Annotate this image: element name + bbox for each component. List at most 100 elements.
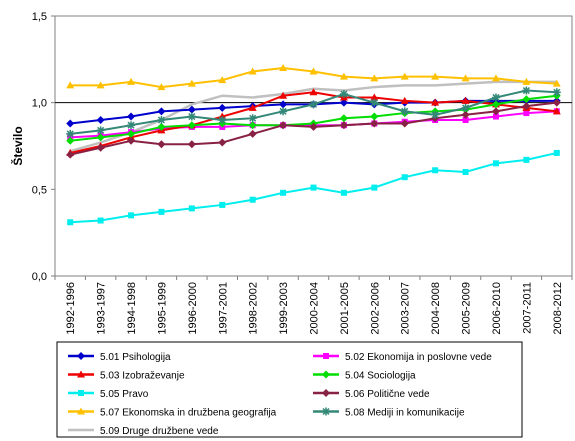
- x-tick-label: 2007-2011: [521, 282, 533, 334]
- legend-label: 5.05 Pravo: [100, 389, 149, 400]
- data-point: [279, 64, 288, 71]
- data-point: [523, 156, 530, 163]
- x-tick-label: 2004-2008: [430, 282, 442, 335]
- data-point: [66, 81, 75, 89]
- data-point: [158, 208, 165, 215]
- data-point: [553, 149, 560, 156]
- data-point: [157, 107, 166, 116]
- data-point: [339, 98, 348, 107]
- x-tick-label: 2002-2006: [369, 282, 381, 335]
- data-point: [400, 72, 409, 80]
- x-tick-label: 2003-2007: [400, 282, 412, 335]
- data-point: [218, 138, 227, 147]
- x-tick-label: 2001-2005: [339, 282, 351, 335]
- data-point: [432, 167, 439, 174]
- data-point: [96, 81, 105, 89]
- data-point: [127, 112, 136, 121]
- data-point: [461, 103, 470, 112]
- legend-label: 5.06 Politične vede: [345, 389, 430, 400]
- data-point: [461, 96, 470, 104]
- x-axis-ticks: 1992-1996 1993-1997 1994-1998 1995-1999 1996…: [54, 276, 573, 335]
- data-point: [431, 72, 440, 80]
- legend-item: 5.05 Pravo: [68, 389, 149, 400]
- data-point: [157, 83, 166, 91]
- data-point: [492, 160, 499, 167]
- data-point: [491, 74, 500, 82]
- data-point: [323, 353, 329, 359]
- data-point: [309, 88, 318, 96]
- data-point: [462, 169, 469, 175]
- data-point: [523, 110, 530, 117]
- data-point: [248, 114, 257, 123]
- data-point: [77, 352, 85, 360]
- data-point: [157, 122, 166, 131]
- data-point: [522, 86, 531, 95]
- data-point: [96, 116, 105, 124]
- data-point: [96, 126, 105, 135]
- data-point: [309, 67, 318, 75]
- data-point: [310, 184, 317, 191]
- data-point: [401, 174, 408, 181]
- series-group: [66, 64, 561, 226]
- data-point: [187, 140, 196, 149]
- data-point: [461, 110, 470, 119]
- data-point: [248, 67, 257, 75]
- data-point: [552, 98, 561, 107]
- data-point: [127, 129, 136, 138]
- legend-item: 5.02 Ekonomija in poslovne vede: [313, 352, 492, 363]
- data-point: [309, 100, 318, 109]
- data-point: [127, 77, 136, 85]
- legend-label: 5.08 Mediji in komunikacije: [345, 408, 465, 419]
- data-point: [552, 107, 561, 115]
- data-point: [370, 98, 379, 107]
- data-point: [431, 98, 440, 106]
- data-point: [491, 100, 500, 109]
- data-point: [248, 121, 257, 130]
- data-point: [400, 107, 409, 116]
- data-point: [552, 79, 561, 87]
- data-point: [279, 91, 288, 99]
- legend: 5.01 Psihologija 5.02 Ekonomija in poslov…: [68, 352, 492, 437]
- legend-item: 5.07 Ekonomska in družbena geografija: [68, 407, 277, 419]
- legend-label: 5.09 Druge družbene vede: [100, 426, 219, 437]
- legend-label: 5.02 Ekonomija in poslovne vede: [345, 352, 492, 363]
- data-point: [322, 407, 330, 416]
- x-tick-label: 2008-2012: [552, 282, 564, 335]
- data-point: [322, 370, 330, 379]
- data-point: [66, 136, 75, 145]
- legend-item: 5.09 Druge družbene vede: [68, 426, 219, 437]
- data-point: [522, 77, 531, 85]
- legend-item: 5.08 Mediji in komunikacije: [313, 407, 465, 419]
- data-point: [309, 122, 318, 131]
- data-point: [279, 121, 288, 130]
- legend-box: [56, 341, 523, 438]
- data-point: [322, 389, 330, 397]
- y-tick-label: 1,5: [32, 11, 47, 23]
- x-tick-label: 2006-2010: [491, 282, 503, 335]
- data-point: [219, 201, 226, 208]
- data-point: [279, 107, 288, 116]
- y-tick-label: 1,0: [32, 98, 47, 110]
- y-tick-label: 0,5: [32, 184, 47, 196]
- y-tick-label: 0,0: [32, 271, 47, 283]
- data-point: [128, 212, 135, 219]
- data-point: [248, 103, 257, 111]
- legend-item: 5.06 Politične vede: [313, 389, 430, 400]
- data-point: [400, 96, 409, 104]
- x-tick-label: 1995-1999: [156, 282, 168, 335]
- data-point: [127, 136, 136, 145]
- data-point: [461, 74, 470, 82]
- x-tick-label: 2000-2004: [309, 282, 321, 335]
- series-8: [66, 86, 561, 138]
- data-point: [97, 217, 104, 224]
- data-point: [218, 76, 227, 84]
- y-axis-ticks: 0,0 0,5 1,0 1,5: [32, 11, 55, 283]
- data-point: [522, 102, 531, 111]
- x-tick-label: 1994-1998: [126, 282, 138, 335]
- data-point: [370, 112, 379, 121]
- data-point: [370, 74, 379, 82]
- legend-label: 5.04 Sociologija: [345, 371, 416, 382]
- data-point: [491, 93, 500, 102]
- y-axis-label: Število: [10, 126, 25, 165]
